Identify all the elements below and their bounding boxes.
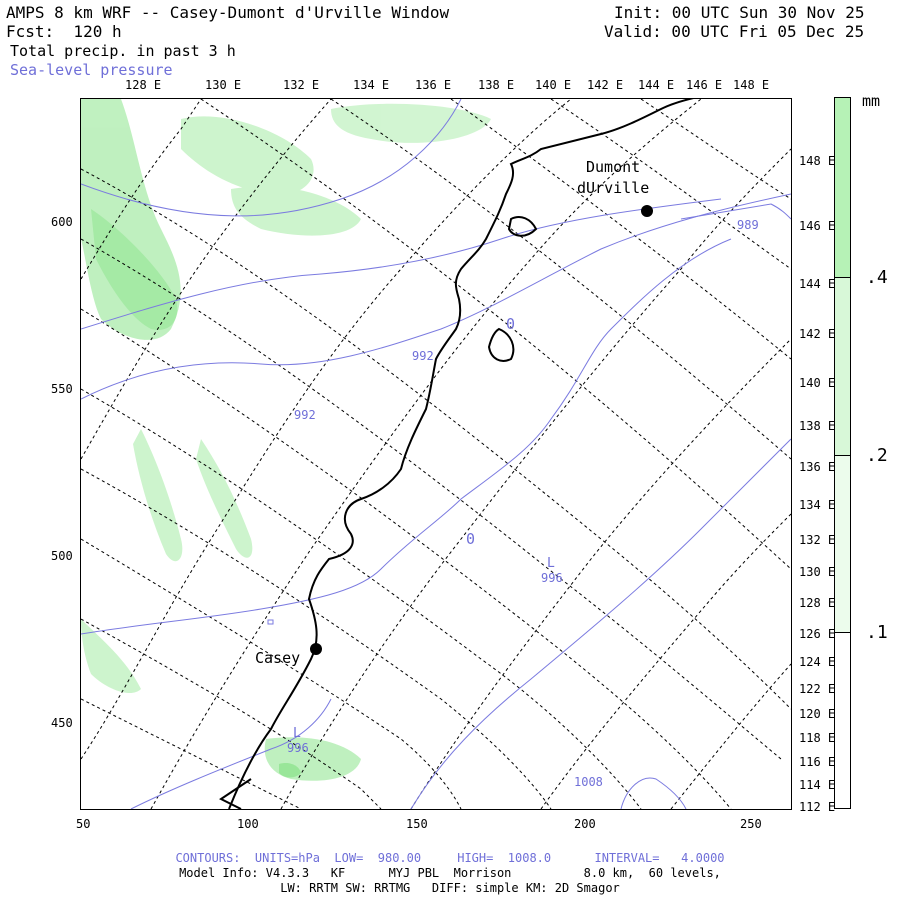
right-lon-label: 120 E (799, 707, 836, 721)
x-axis-label: 50 (76, 817, 91, 831)
isobar-label: 992 (294, 408, 316, 422)
isobar-label: 989 (737, 218, 759, 232)
right-lon-label: 142 E (799, 327, 836, 341)
x-axis-label: 150 (406, 817, 428, 831)
contour-mark: 0 (466, 530, 476, 548)
station-label-casey: Casey (255, 649, 301, 667)
footer-model-info: Model Info: V4.3.3 KF MYJ PBL Morrison 8… (179, 866, 721, 880)
colorbar-segment (835, 98, 850, 277)
top-lon-label: 134 E (353, 78, 390, 92)
right-lon-label: 138 E (799, 419, 836, 433)
top-lon-label: 146 E (686, 78, 723, 92)
right-lon-label: 122 E (799, 682, 836, 696)
y-axis-label: 500 (51, 549, 73, 563)
colorbar-label: .4 (866, 267, 888, 288)
right-lon-label: 128 E (799, 596, 836, 610)
station-marker-dumont-durville[interactable] (641, 205, 653, 217)
precip-field (81, 99, 491, 781)
isobar-label: 992 (412, 349, 434, 363)
top-lon-label: 138 E (478, 78, 515, 92)
top-lon-label: 140 E (535, 78, 572, 92)
precip-area (331, 103, 491, 143)
colorbar-segment (835, 277, 850, 455)
isobars (81, 99, 791, 809)
footer-physics: LW: RRTM SW: RRTMG DIFF: simple KM: 2D S… (280, 881, 620, 895)
station-label-dumont-line2: dUrville (577, 179, 650, 197)
precip-area (181, 116, 314, 195)
map-panel[interactable] (80, 98, 792, 810)
right-lon-label: 140 E (799, 376, 836, 390)
x-axis-label: 200 (574, 817, 596, 831)
right-lon-label: 114 E (799, 778, 836, 792)
right-lon-label: 136 E (799, 460, 836, 474)
x-axis-label: 100 (237, 817, 259, 831)
top-lon-label: 142 E (587, 78, 624, 92)
low-pressure-marker: L (293, 726, 301, 741)
precip-area (81, 619, 141, 694)
footer-contours: CONTOURS: UNITS=hPa LOW= 980.00 HIGH= 10… (175, 851, 725, 865)
isobar-label: 1008 (574, 775, 603, 789)
map-canvas (81, 99, 791, 809)
contour-mark: 0 (506, 315, 516, 333)
precip-area (196, 439, 253, 558)
colorbar (834, 97, 851, 809)
top-lon-label: 136 E (415, 78, 452, 92)
precip-area (264, 737, 361, 781)
init-time: Init: 00 UTC Sun 30 Nov 25 (614, 3, 865, 22)
right-lon-label: 134 E (799, 498, 836, 512)
right-lon-label: 144 E (799, 277, 836, 291)
field-precip-label: Total precip. in past 3 h (10, 42, 236, 60)
right-lon-label: 146 E (799, 219, 836, 233)
station-label-dumont-line1: Dumont (586, 158, 641, 176)
right-lon-label: 118 E (799, 731, 836, 745)
right-lon-label: 148 E (799, 154, 836, 168)
right-lon-label: 116 E (799, 755, 836, 769)
colorbar-segment (835, 632, 850, 808)
valid-time: Valid: 00 UTC Fri 05 Dec 25 (604, 22, 865, 41)
forecast-hour: Fcst: 120 h (6, 22, 122, 41)
y-axis-label: 600 (51, 215, 73, 229)
top-lon-label: 132 E (283, 78, 320, 92)
right-lon-label: 132 E (799, 533, 836, 547)
colorbar-label: .2 (866, 445, 888, 466)
precip-area (133, 429, 183, 562)
right-lon-label: 112 E (799, 800, 836, 814)
top-lon-label: 148 E (733, 78, 770, 92)
isobar-label: 996 (541, 571, 563, 585)
top-lon-label: 130 E (205, 78, 242, 92)
y-axis-label: 550 (51, 382, 73, 396)
low-pressure-marker: L (547, 556, 555, 571)
top-lon-label: 144 E (638, 78, 675, 92)
right-lon-label: 124 E (799, 655, 836, 669)
y-axis-label: 450 (51, 716, 73, 730)
precip-area (279, 763, 301, 778)
x-axis-label: 250 (740, 817, 762, 831)
right-lon-label: 130 E (799, 565, 836, 579)
right-lon-label: 126 E (799, 627, 836, 641)
colorbar-segment (835, 455, 850, 632)
isobar-label: 996 (287, 741, 309, 755)
precip-area (91, 209, 178, 330)
colorbar-unit: mm (862, 92, 881, 110)
coastline (219, 99, 694, 809)
map-title: AMPS 8 km WRF -- Casey-Dumont d'Urville … (6, 3, 450, 22)
colorbar-label: .1 (866, 622, 888, 643)
graticule (81, 99, 791, 809)
field-pressure-label: Sea-level pressure (10, 61, 173, 79)
station-marker-casey[interactable] (310, 643, 322, 655)
grid-marker (267, 619, 274, 625)
top-lon-label: 128 E (125, 78, 162, 92)
